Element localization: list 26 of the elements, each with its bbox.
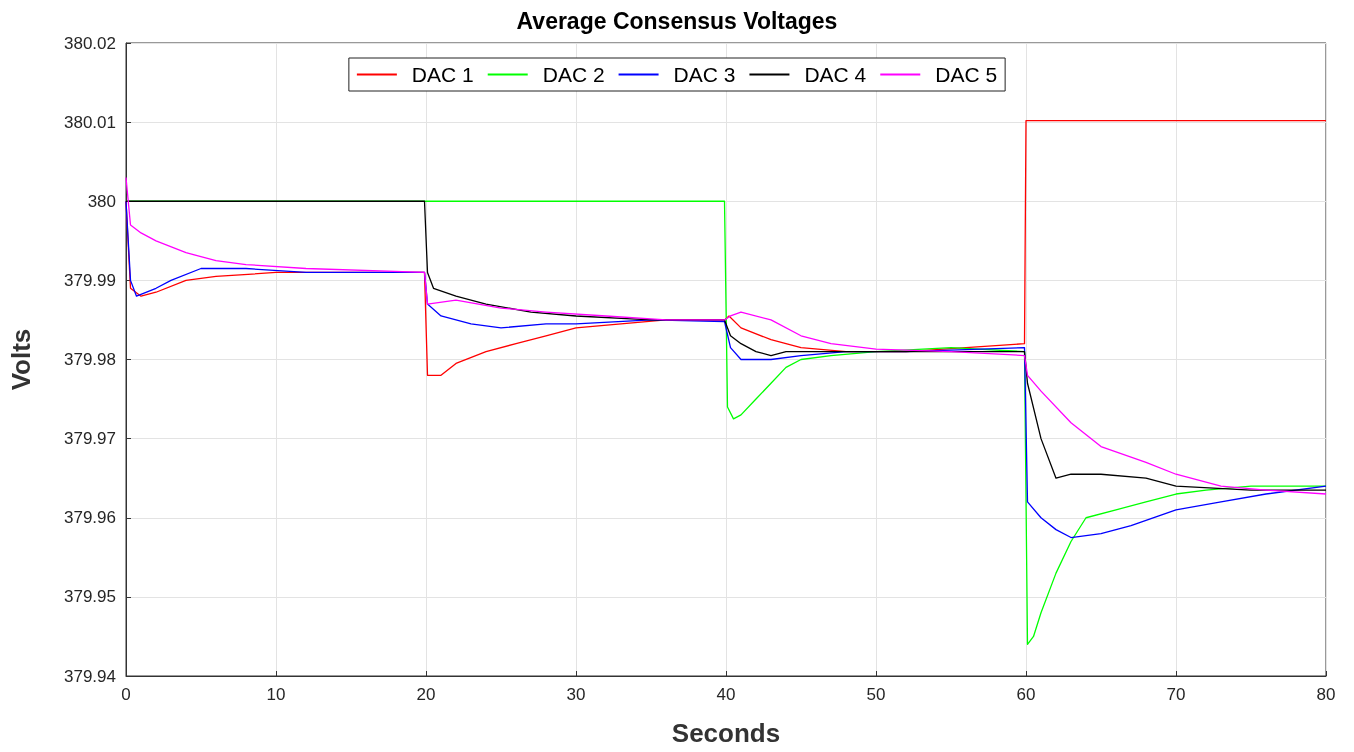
- x-tick-label: 70: [1166, 685, 1186, 704]
- legend-label: DAC 1: [411, 63, 474, 86]
- legend-label: DAC 3: [673, 63, 736, 86]
- legend-label: DAC 2: [542, 63, 605, 86]
- chart-title: Average Consensus Voltages: [516, 7, 838, 34]
- y-tick-label: 379.97: [64, 429, 116, 449]
- legend-label: DAC 4: [804, 63, 867, 86]
- x-tick-label: 30: [566, 685, 586, 704]
- x-tick-label: 10: [266, 685, 286, 704]
- y-tick-label: 379.98: [64, 350, 116, 369]
- legend-label: DAC 5: [935, 63, 998, 86]
- x-tick-label: 0: [121, 685, 131, 704]
- x-tick-label: 80: [1316, 685, 1336, 704]
- y-tick-label: 379.94: [64, 666, 116, 686]
- y-tick-label: 379.99: [64, 270, 116, 290]
- y-tick-label: 379.95: [64, 587, 116, 607]
- y-tick-label: 380.02: [64, 33, 116, 53]
- x-tick-label: 20: [416, 685, 436, 704]
- y-tick-label: 379.96: [64, 508, 116, 528]
- y-tick-label: 380.01: [64, 112, 116, 132]
- x-tick-label: 40: [716, 685, 736, 704]
- x-tick-label: 50: [866, 685, 886, 704]
- x-axis-title: Seconds: [671, 718, 781, 748]
- y-axis-title: Volts: [6, 328, 36, 391]
- y-tick-label: 380: [87, 191, 116, 211]
- x-tick-label: 60: [1016, 685, 1036, 704]
